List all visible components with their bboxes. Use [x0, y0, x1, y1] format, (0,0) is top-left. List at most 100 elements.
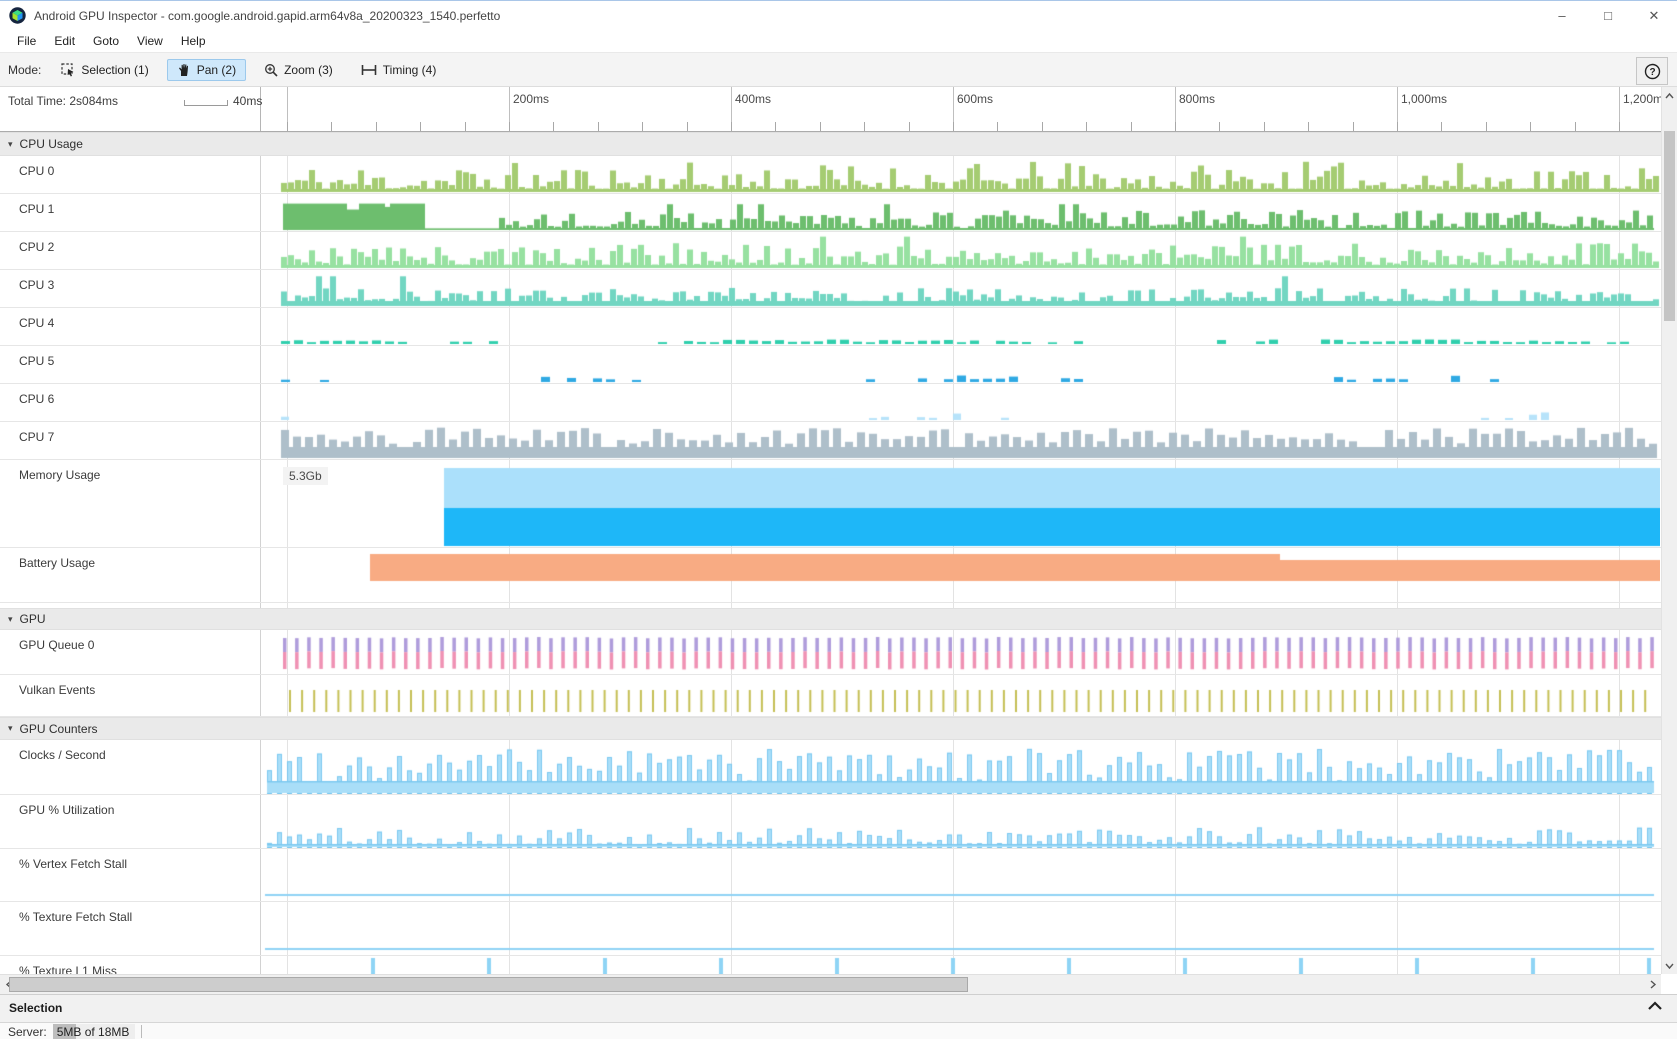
track-chart[interactable] [261, 156, 1661, 193]
help-button[interactable]: ? [1636, 57, 1668, 85]
major-tick [1397, 87, 1398, 131]
track-chart[interactable] [261, 384, 1661, 421]
scroll-right-icon[interactable] [1645, 975, 1661, 994]
time-label: 1,000ms [1401, 92, 1448, 106]
track-canvas[interactable] [261, 156, 1660, 193]
track-canvas[interactable] [261, 740, 1660, 794]
minor-tick [953, 122, 954, 131]
server-memory-badge: 5MB of 18MB [52, 1023, 136, 1039]
memory-value-badge: 5.3Gb [283, 467, 328, 485]
selection-panel-title: Selection [9, 1001, 63, 1015]
track-chart[interactable] [261, 849, 1661, 901]
minor-tick [1308, 122, 1309, 131]
minor-tick [642, 122, 643, 131]
collapse-caret-icon[interactable]: ▾ [8, 613, 13, 624]
track-chart[interactable] [261, 194, 1661, 231]
track-canvas[interactable] [261, 194, 1660, 231]
time-label: 800ms [1179, 92, 1216, 106]
mode-button-pan[interactable]: Pan (2) [166, 58, 247, 81]
track-canvas[interactable] [261, 346, 1660, 383]
collapse-caret-icon[interactable]: ▾ [8, 138, 13, 149]
window-title: Android GPU Inspector - com.google.andro… [34, 8, 501, 23]
svg-text:?: ? [1649, 67, 1655, 78]
track-row--texture-fetch-stall: % Texture Fetch Stall [0, 902, 1661, 956]
menu-item-help[interactable]: Help [180, 34, 206, 48]
track-row-clocks-second: Clocks / Second [0, 740, 1661, 795]
mode-button-selection[interactable]: Selection (1) [51, 59, 158, 81]
track-chart[interactable] [261, 270, 1661, 307]
timeline-ruler[interactable]: Total Time: 2s084ms 40ms 200ms 400ms 600ms… [0, 87, 1661, 132]
track-chart[interactable] [261, 956, 1661, 974]
track-canvas[interactable] [261, 795, 1660, 848]
mode-button-zoom[interactable]: Zoom (3) [254, 59, 343, 81]
maximize-button[interactable]: □ [1604, 8, 1612, 23]
minimize-button[interactable]: – [1558, 8, 1566, 23]
group-label: GPU [19, 612, 46, 626]
status-divider [141, 1025, 143, 1038]
ruler-ticks[interactable]: 200ms 400ms 600ms 800ms 1,000ms 1,200ms [262, 87, 1661, 131]
minor-tick [1397, 122, 1398, 131]
track-label: CPU 6 [19, 392, 55, 406]
minor-tick [1086, 122, 1087, 131]
track-label-cell: CPU 4 [0, 308, 261, 345]
track-canvas[interactable] [261, 956, 1660, 974]
track-row--vertex-fetch-stall: % Vertex Fetch Stall [0, 849, 1661, 902]
help-icon: ? [1644, 63, 1660, 79]
track-viewport[interactable]: ▾ CPU Usage CPU 0 CPU 1 CPU 2 CPU 3 CPU 4 CPU 5… [0, 132, 1661, 974]
track-canvas[interactable] [261, 849, 1660, 901]
track-chart[interactable] [261, 795, 1661, 848]
menu-item-file[interactable]: File [17, 34, 37, 48]
scale-label: 40ms [233, 94, 263, 108]
track-label: CPU 3 [19, 278, 55, 292]
minor-tick [1353, 122, 1354, 131]
minor-tick [331, 122, 332, 131]
track-canvas[interactable] [261, 902, 1660, 955]
track-chart[interactable] [261, 548, 1661, 602]
track-canvas[interactable] [261, 630, 1660, 674]
track-canvas[interactable] [261, 232, 1660, 269]
track-chart[interactable] [261, 675, 1661, 716]
close-button[interactable]: ✕ [1648, 7, 1660, 23]
toolbar: Mode: Selection (1) Pan (2) Zoom (3) Timing… [0, 53, 1677, 87]
group-header-gpu[interactable]: ▾ GPU [0, 608, 1661, 630]
group-header-cpu-usage[interactable]: ▾ CPU Usage [0, 132, 1661, 156]
scroll-up-icon[interactable] [1662, 87, 1677, 103]
minor-tick [1175, 122, 1176, 131]
track-chart[interactable] [261, 232, 1661, 269]
expand-panel-icon[interactable] [1647, 1000, 1663, 1014]
collapse-caret-icon[interactable]: ▾ [8, 723, 13, 733]
menu-item-view[interactable]: View [137, 34, 163, 48]
group-label: GPU Counters [19, 721, 98, 736]
track-chart[interactable]: 5.3Gb [261, 460, 1661, 547]
group-header-gpu-counters[interactable]: ▾ GPU Counters [0, 717, 1661, 740]
menu-item-edit[interactable]: Edit [54, 34, 76, 48]
mode-button-label: Zoom (3) [284, 62, 333, 77]
selection-panel-header[interactable]: Selection [0, 994, 1677, 1023]
track-label: GPU Queue 0 [19, 638, 95, 652]
menu-item-goto[interactable]: Goto [93, 34, 120, 48]
track-chart[interactable] [261, 308, 1661, 345]
horizontal-scrollbar[interactable] [0, 974, 1661, 994]
horizontal-scroll-thumb[interactable] [9, 977, 968, 992]
track-canvas[interactable] [261, 675, 1660, 716]
vertical-scroll-thumb[interactable] [1664, 131, 1675, 321]
track-canvas[interactable] [261, 422, 1660, 459]
track-canvas[interactable] [261, 384, 1660, 421]
scroll-down-icon[interactable] [1662, 958, 1677, 974]
track-canvas[interactable] [261, 270, 1660, 307]
track-canvas[interactable] [261, 460, 1660, 547]
total-time-label: Total Time: 2s084ms [8, 94, 119, 108]
track-chart[interactable] [261, 902, 1661, 955]
track-chart[interactable] [261, 346, 1661, 383]
track-canvas[interactable] [261, 548, 1660, 602]
track-row-vulkan-events: Vulkan Events [0, 675, 1661, 717]
track-label-cell: CPU 5 [0, 346, 261, 383]
track-canvas[interactable] [261, 308, 1660, 345]
mode-button-timing[interactable]: Timing (4) [351, 59, 447, 81]
track-label: CPU 0 [19, 164, 55, 178]
track-chart[interactable] [261, 422, 1661, 459]
track-chart[interactable] [261, 740, 1661, 794]
track-chart[interactable] [261, 630, 1661, 674]
minor-tick [1530, 122, 1531, 131]
vertical-scrollbar[interactable] [1661, 87, 1677, 974]
